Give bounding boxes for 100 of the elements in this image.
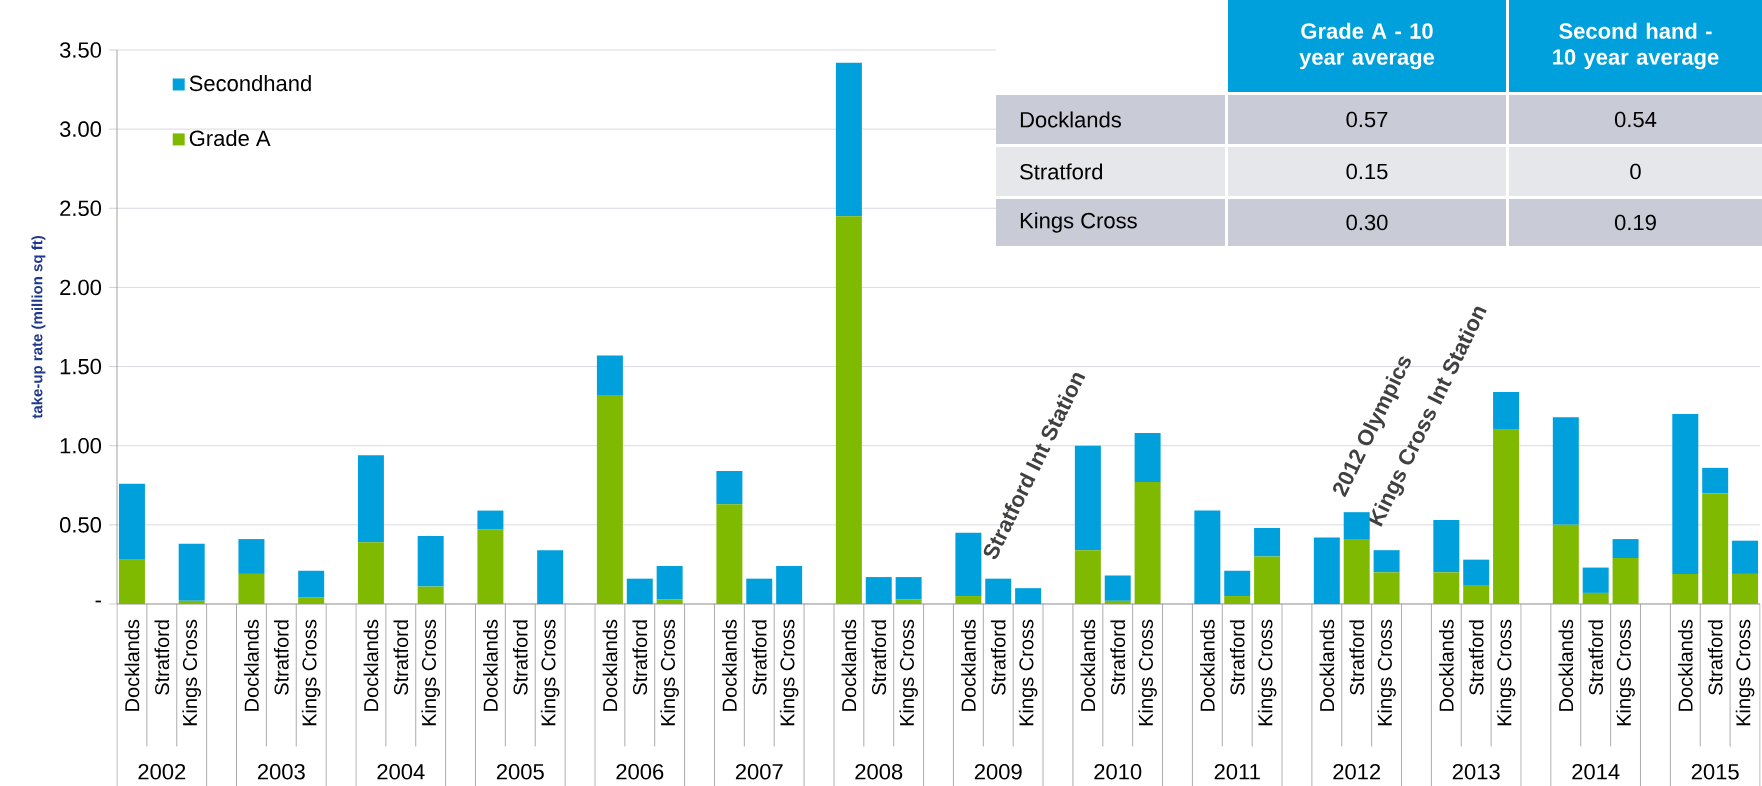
bar (656, 599, 683, 604)
x-tick-label: Docklands (483, 619, 498, 711)
bar (178, 543, 205, 601)
x-tick-label: Kings Cross (660, 619, 679, 726)
x-tick-label: Docklands (961, 619, 976, 711)
bar (477, 510, 504, 530)
bar (1672, 573, 1699, 604)
bar (626, 578, 653, 604)
x-tick-label: Stratford (154, 620, 170, 695)
x-tick-label: Docklands (1080, 619, 1096, 711)
bar (1672, 414, 1699, 574)
x-tick-label: Stratford (393, 620, 409, 695)
bar (1582, 592, 1609, 604)
x-tick-label: Docklands (1677, 619, 1693, 711)
bar (1134, 433, 1161, 483)
text: 2009 (974, 764, 1022, 780)
y-tick-label: 1.50 (60, 358, 102, 375)
bar (1343, 539, 1370, 604)
x-tick-label: Docklands (1558, 619, 1574, 711)
annotation: Kings Cross (1020, 212, 1137, 233)
bar (895, 577, 922, 600)
bar (1612, 558, 1639, 604)
bar (298, 597, 325, 604)
bar (238, 539, 265, 574)
x-tick-label: Docklands (1319, 619, 1335, 711)
bar (417, 586, 444, 604)
annotation: Grade A - 10 year average (1299, 22, 1435, 70)
text: 2007 (735, 764, 783, 780)
bar (1702, 467, 1729, 494)
x-tick-label: Docklands (124, 619, 140, 711)
text: 2010 (1094, 764, 1142, 780)
annotation: 0 (1630, 163, 1641, 180)
bar (746, 578, 773, 604)
bar (1343, 512, 1370, 540)
bar (716, 504, 743, 604)
bar (1074, 445, 1101, 551)
text: 2008 (855, 764, 903, 780)
x-tick-label: Stratford (871, 620, 887, 695)
x-tick-label: Stratford (1468, 620, 1484, 695)
bar (955, 532, 982, 597)
bar (1224, 596, 1251, 604)
y-tick-label: 0.50 (59, 517, 102, 533)
x-tick-label: Stratford (1349, 620, 1365, 695)
text: 2013 (1452, 764, 1500, 780)
bar (1373, 572, 1400, 604)
y-tick-label: 2.00 (60, 279, 102, 296)
bar (1582, 567, 1609, 593)
x-tick-label: Kings Cross (1138, 619, 1157, 726)
text: 2004 (377, 764, 425, 780)
bar (1552, 417, 1579, 525)
text: 2014 (1572, 764, 1620, 780)
legend-label: Grade A (189, 129, 271, 147)
bar (298, 570, 325, 598)
x-tick-label: Kings Cross (1496, 619, 1516, 726)
x-tick-label: Kings Cross (182, 619, 201, 726)
bar (1463, 584, 1490, 604)
x-tick-label: Kings Cross (1257, 619, 1277, 726)
annotation: 0.19 (1614, 214, 1656, 231)
x-tick-label: Stratford (1229, 620, 1245, 695)
bar (1104, 575, 1131, 601)
x-tick-label: Kings Cross (1616, 619, 1635, 726)
text: 2012 (1333, 764, 1381, 780)
legend-label: Secondhand (189, 75, 311, 92)
y-tick-label: 3.50 (59, 42, 102, 58)
bar (656, 566, 683, 600)
bar (1433, 572, 1460, 604)
annotation: Second hand - 10 year average (1553, 22, 1719, 70)
x-tick-label: Docklands (722, 619, 737, 711)
bar (955, 596, 982, 604)
text: 2003 (257, 764, 305, 780)
annotation: 0.15 (1346, 163, 1388, 180)
bar (1433, 520, 1460, 573)
bar (417, 535, 444, 587)
x-tick-label: Stratford (1588, 620, 1604, 695)
x-tick-label: Kings Cross (1018, 619, 1038, 726)
bar (118, 559, 145, 604)
annotation: 0.54 (1614, 111, 1657, 128)
x-tick-label: Stratford (1110, 620, 1126, 695)
x-tick-label: Docklands (363, 619, 379, 711)
x-tick-label: Docklands (1438, 619, 1454, 711)
bar (118, 483, 145, 560)
x-tick-label: Kings Cross (1377, 619, 1396, 726)
bar (776, 566, 803, 604)
x-tick-label: Kings Cross (899, 619, 918, 726)
annotation: Docklands (1020, 111, 1121, 128)
bar (985, 578, 1012, 604)
text: 2011 (1214, 764, 1260, 780)
y-axis-title: take-up rate (million sq ft) (31, 236, 46, 419)
bar (1313, 537, 1340, 604)
x-tick-label: Kings Cross (540, 619, 560, 726)
x-tick-label: Docklands (841, 619, 857, 711)
annotation: 0.57 (1346, 111, 1388, 128)
x-tick-label: Kings Cross (1735, 619, 1755, 726)
bar (477, 529, 504, 604)
x-tick-label: Docklands (1200, 619, 1215, 711)
bar (1493, 429, 1520, 604)
x-tick-label: Stratford (632, 620, 648, 695)
bar (1254, 528, 1281, 557)
x-tick-label: Docklands (602, 619, 618, 711)
x-tick-label: Kings Cross (779, 619, 799, 726)
